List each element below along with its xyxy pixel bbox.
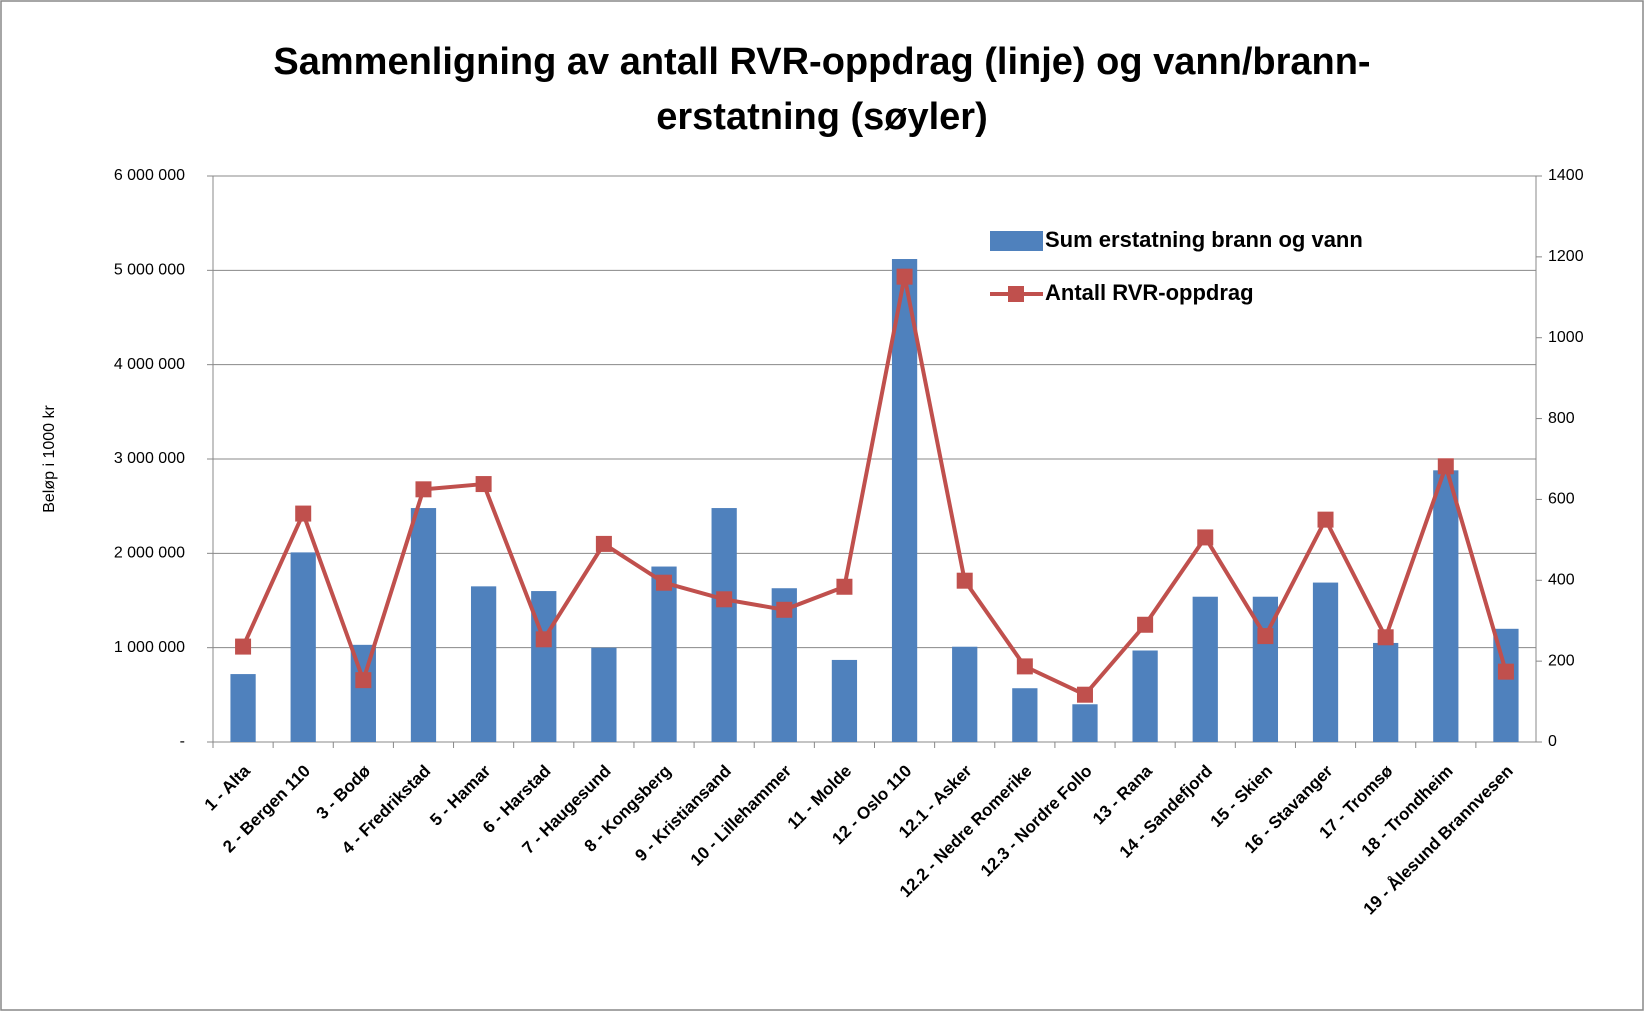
y2-tick-label: 400 — [1548, 572, 1575, 589]
line-marker — [776, 601, 793, 618]
y-tick-label: 6 000 000 — [114, 167, 185, 184]
line-marker — [1137, 616, 1154, 633]
bar — [410, 508, 437, 742]
line-marker — [1497, 663, 1514, 680]
bar — [470, 586, 497, 742]
y-tick-label: 3 000 000 — [114, 450, 185, 467]
line-marker — [415, 481, 432, 498]
y-tick-label: - — [180, 733, 185, 750]
line-marker — [295, 505, 312, 522]
y-axis-label: Beløp i 1000 kr — [41, 405, 58, 513]
line-marker — [595, 535, 612, 552]
bar — [831, 659, 858, 742]
line-marker — [535, 631, 552, 648]
line-marker — [716, 591, 733, 608]
line-marker — [1377, 629, 1394, 646]
chart-title: erstatning (søyler) — [656, 96, 988, 138]
line-marker — [956, 572, 973, 589]
line — [241, 276, 1508, 698]
legend-label: Sum erstatning brann og vann — [1045, 227, 1363, 252]
y-tick-label: 4 000 000 — [114, 356, 185, 373]
bar — [591, 647, 617, 742]
bar — [1312, 582, 1339, 742]
line-marker — [836, 578, 853, 595]
line-marker — [355, 672, 372, 689]
bar — [230, 674, 256, 742]
chart-title: Sammenligning av antall RVR-oppdrag (lin… — [273, 41, 1370, 83]
y2-tick-label: 200 — [1548, 652, 1575, 669]
legend-label: Antall RVR-oppdrag — [1045, 280, 1254, 305]
line-marker — [1257, 628, 1274, 645]
line-marker — [1437, 458, 1454, 475]
line-marker — [656, 574, 673, 591]
line-marker — [1317, 511, 1334, 528]
legend-swatch — [1008, 286, 1024, 302]
legend-swatch — [990, 231, 1043, 251]
y-tick-label: 1 000 000 — [114, 639, 185, 656]
y-tick-label: 2 000 000 — [114, 545, 185, 562]
bar — [1373, 642, 1399, 742]
bar — [1433, 470, 1459, 742]
y2-tick-label: 600 — [1548, 491, 1575, 508]
bar — [1012, 688, 1038, 742]
bar — [952, 646, 978, 742]
line-marker — [475, 476, 492, 493]
line-marker — [1197, 529, 1214, 546]
line-marker — [896, 268, 913, 285]
bar — [1192, 596, 1218, 742]
y2-tick-label: 0 — [1548, 733, 1557, 750]
bar — [651, 566, 677, 742]
y-tick-label: 5 000 000 — [114, 262, 185, 279]
y2-tick-label: 800 — [1548, 410, 1575, 427]
y2-tick-label: 1000 — [1548, 329, 1584, 346]
line-marker — [1016, 658, 1033, 675]
y2-tick-label: 1400 — [1548, 167, 1584, 184]
y2-tick-label: 1200 — [1548, 248, 1584, 265]
bar — [891, 259, 918, 742]
line-marker — [235, 638, 252, 655]
bar — [711, 508, 737, 742]
bar — [290, 552, 316, 742]
bar — [1072, 704, 1098, 742]
line-marker — [1076, 686, 1093, 703]
bar — [1132, 650, 1158, 742]
